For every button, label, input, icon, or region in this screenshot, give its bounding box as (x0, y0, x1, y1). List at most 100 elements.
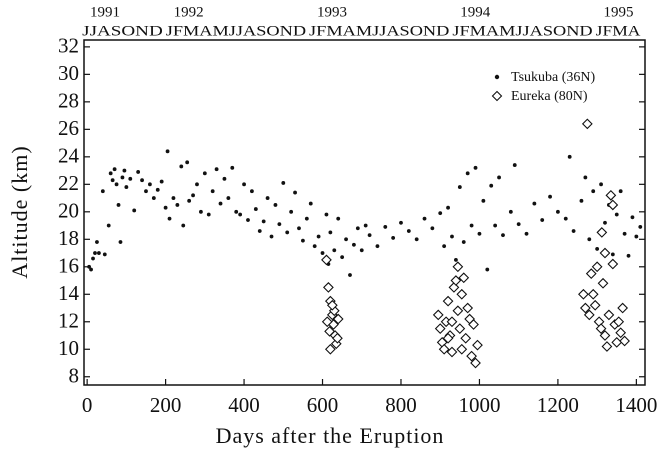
tsukuba-point (363, 223, 368, 228)
eureka-point (587, 288, 599, 300)
y-tick-label: 32 (58, 34, 79, 58)
y-tick-label: 8 (69, 364, 80, 388)
eureka-point (607, 258, 619, 270)
month-letters: JFMA (596, 23, 641, 39)
tsukuba-point (250, 189, 254, 194)
tsukuba-point (195, 182, 199, 187)
tsukuba-point (610, 252, 615, 257)
y-tick-label: 18 (58, 226, 79, 250)
eureka-point (446, 316, 458, 328)
tsukuba-point (359, 248, 364, 253)
tsukuba-point (222, 176, 227, 181)
x-tick-label: 1000 (458, 393, 500, 417)
tsukuba-point (548, 194, 552, 199)
tsukuba-point (234, 209, 239, 214)
tsukuba-point (273, 203, 278, 207)
tsukuba-point (344, 237, 348, 242)
tsukuba-point (87, 264, 91, 269)
y-tick-label: 26 (58, 116, 79, 140)
year-label: 1992 (174, 4, 204, 20)
tsukuba-point (599, 182, 603, 187)
tsukuba-point (340, 255, 345, 260)
tsukuba-point (579, 198, 584, 203)
tsukuba-point (124, 185, 129, 189)
month-letters: JJASOND (82, 23, 163, 39)
tsukuba-point (638, 225, 643, 229)
tsukuba-point (230, 165, 235, 170)
eureka-point (601, 341, 613, 352)
x-tick-label: 0 (82, 393, 93, 417)
tsukuba-point (253, 207, 258, 211)
tsukuba-point (179, 164, 184, 169)
tsukuba-point (383, 225, 388, 229)
tsukuba-point (226, 196, 231, 200)
eureka-point (585, 268, 597, 280)
tsukuba-point (165, 149, 170, 154)
tsukuba-point (618, 189, 623, 194)
tsukuba-point (155, 187, 160, 192)
eureka-point (595, 323, 607, 335)
eureka-point (472, 339, 483, 351)
tsukuba-point (497, 175, 501, 180)
tsukuba-point (469, 223, 474, 228)
eureka-point (330, 338, 342, 350)
tsukuba-point (391, 236, 396, 240)
tsukuba-point (457, 185, 462, 189)
eureka-point (442, 332, 454, 344)
y-tick-label: 22 (58, 171, 79, 195)
tsukuba-point (630, 215, 635, 220)
eureka-point (466, 350, 477, 362)
eureka-point (442, 295, 454, 307)
tsukuba-point (312, 244, 317, 249)
eureka-point (456, 343, 468, 355)
tsukuba-point (110, 178, 115, 183)
eureka-point (605, 189, 617, 201)
tsukuba-point (102, 252, 107, 257)
tsukuba-point (308, 201, 313, 206)
tsukuba-point (167, 216, 172, 221)
tsukuba-point (191, 193, 195, 198)
eureka-point (583, 309, 595, 321)
x-tick-label: 1200 (537, 393, 579, 417)
tsukuba-point (277, 222, 282, 227)
x-tick-label: 200 (150, 393, 182, 417)
eureka-point (450, 275, 462, 286)
eureka-point (617, 302, 629, 314)
tsukuba-point (210, 189, 215, 194)
eureka-point (452, 305, 464, 317)
x-tick-label: 600 (307, 393, 339, 417)
tsukuba-point (461, 240, 466, 244)
tsukuba-point (136, 170, 141, 174)
y-tick-label: 14 (58, 281, 80, 305)
eureka-point (611, 337, 623, 348)
legend-label: Eureka (80N) (511, 89, 588, 104)
tsukuba-point (304, 216, 309, 221)
tsukuba-point (116, 203, 121, 207)
eureka-point (599, 247, 611, 259)
tsukuba-point (328, 230, 333, 235)
tsukuba-point (218, 201, 223, 206)
month-letters: JFMAMJJASOND (166, 23, 306, 39)
tsukuba-point (171, 196, 176, 200)
tsukuba-point (454, 258, 458, 262)
tsukuba-point (332, 248, 337, 253)
tsukuba-point (246, 218, 250, 222)
eureka-point (324, 326, 335, 337)
legend-marker (491, 90, 503, 102)
tsukuba-point (289, 209, 294, 214)
tsukuba-point (622, 231, 627, 236)
eureka-point (332, 313, 344, 325)
tsukuba-point (281, 181, 286, 185)
y-tick-label: 28 (58, 89, 79, 113)
tsukuba-point (595, 247, 600, 251)
eureka-point (589, 299, 601, 311)
tsukuba-point (626, 253, 631, 258)
tsukuba-point (614, 212, 619, 217)
tsukuba-point (285, 230, 290, 235)
tsukuba-point (148, 182, 152, 187)
eureka-point (458, 272, 470, 284)
tsukuba-point (120, 175, 125, 180)
eureka-point (448, 282, 460, 293)
tsukuba-point (112, 167, 117, 172)
year-label: 1991 (90, 4, 120, 20)
